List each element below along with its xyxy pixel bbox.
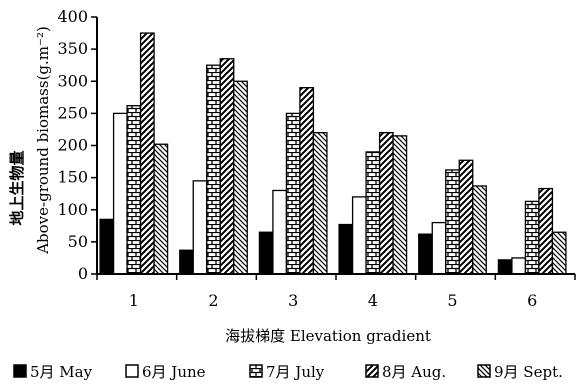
bar-1-2 <box>179 249 194 275</box>
x-tick-label: 4 <box>368 291 378 310</box>
legend-swatch-5 <box>477 364 491 378</box>
y-tick-label: 200 <box>57 136 88 155</box>
x-tick-label: 2 <box>208 291 218 310</box>
bar-3-4 <box>365 151 381 275</box>
y-tick-label: 400 <box>57 7 88 26</box>
y-tick-label: 50 <box>68 232 88 251</box>
bar-5-4 <box>392 135 408 275</box>
bar-4-3 <box>299 87 315 275</box>
bar-1-3 <box>258 231 274 275</box>
bar-3-1 <box>126 105 142 275</box>
x-axis-title: 海拔梯度 Elevation gradient <box>225 327 431 345</box>
y-axis-title: 地上生物量 Above-ground biomass(g.m⁻²) <box>8 26 52 255</box>
bar-4-5 <box>458 159 474 275</box>
axes <box>96 17 575 275</box>
bar-4-4 <box>378 131 394 275</box>
bar-1-5 <box>418 233 433 275</box>
y-axis-title-en: Above-ground biomass(g.m⁻²) <box>34 26 52 255</box>
x-tick-label: 5 <box>447 291 457 310</box>
legend-swatch-3 <box>249 364 263 378</box>
legend: 5月 May 6月 June 7月 July 8月 Aug. 9月 Sept. <box>13 363 563 381</box>
bar-1-6 <box>497 259 513 275</box>
y-tick-label: 350 <box>57 39 88 58</box>
legend-swatch-1 <box>13 364 27 378</box>
bar-3-3 <box>285 112 301 275</box>
y-axis-title-cn: 地上生物量 <box>8 150 26 225</box>
y-axis-ticks: 0 50 100 150 200 250 300 350 400 <box>57 7 97 283</box>
y-tick-label: 100 <box>57 200 88 219</box>
legend-label-5: 9月 Sept. <box>494 363 563 381</box>
bar-5-1 <box>153 143 169 275</box>
bar-2-5 <box>431 221 447 275</box>
y-tick-label: 300 <box>57 71 88 90</box>
bar-4-2 <box>219 58 235 275</box>
bar-4-6 <box>538 187 554 275</box>
x-tick-label: 1 <box>129 291 139 310</box>
bar-3-6 <box>524 200 540 275</box>
y-tick-label: 0 <box>78 264 88 283</box>
x-tick-label: 6 <box>527 291 537 310</box>
bar-2-2 <box>192 180 208 275</box>
bar-2-3 <box>272 189 288 275</box>
bar-5-6 <box>551 231 567 275</box>
bar-3-5 <box>445 169 460 275</box>
bar-4-1 <box>139 32 155 275</box>
bar-3-2 <box>206 64 221 275</box>
y-tick-label: 250 <box>57 103 88 122</box>
x-axis-ticks: 1 2 3 4 5 6 <box>96 274 576 310</box>
x-tick-label: 3 <box>288 291 298 310</box>
legend-label-1: 5月 May <box>30 363 93 381</box>
bar-2-6 <box>511 257 527 275</box>
bar-2-1 <box>112 112 128 275</box>
legend-label-4: 8月 Aug. <box>382 363 446 381</box>
bar-1-4 <box>338 223 354 275</box>
legend-swatch-2 <box>125 364 139 378</box>
bars <box>99 32 567 275</box>
bar-5-2 <box>233 80 248 275</box>
legend-label-2: 6月 June <box>142 363 206 381</box>
bar-1-1 <box>99 218 115 275</box>
bar-5-3 <box>312 131 328 275</box>
legend-label-3: 7月 July <box>266 363 325 381</box>
bar-2-4 <box>351 196 367 275</box>
bar-5-5 <box>472 185 487 275</box>
y-tick-label: 150 <box>57 168 88 187</box>
legend-swatch-4 <box>365 364 379 378</box>
